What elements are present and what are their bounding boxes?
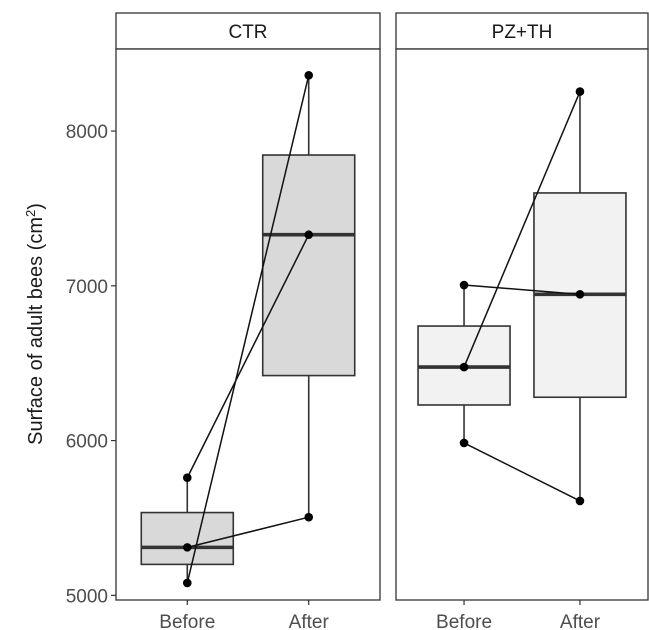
y-axis-title-close: )	[25, 203, 47, 210]
facet-strip	[115, 12, 381, 50]
point-before	[459, 362, 469, 372]
point-after	[575, 496, 585, 506]
paired-observation	[459, 87, 585, 372]
paired-observation	[459, 280, 585, 299]
facet-strip-label: PZ+TH	[492, 22, 553, 43]
point-before	[182, 578, 192, 588]
facet-strip	[395, 12, 649, 50]
pair-line	[186, 234, 310, 479]
y-axis-title: Surface of adult bees (cm2)	[23, 203, 48, 445]
x-tick-label: Before	[436, 612, 492, 630]
x-tick-label: After	[289, 612, 330, 630]
point-before	[459, 280, 469, 290]
point-before	[459, 438, 469, 448]
point-after	[304, 71, 314, 80]
y-tick-label: 6000	[66, 432, 108, 453]
point-after	[304, 230, 314, 240]
x-tick-label: Before	[159, 612, 215, 630]
paired-observation	[459, 438, 585, 506]
point-before	[182, 473, 192, 483]
pair-line	[463, 91, 581, 368]
panels-layer: CTR Before After PZ+TH Before After	[115, 12, 649, 630]
box-after	[533, 91, 627, 501]
y-axis-title-main: Surface of adult bees (cm	[25, 217, 47, 445]
facet-strip-label: CTR	[228, 22, 267, 43]
pair-line	[463, 442, 581, 502]
y-axis-title-superscript: 2	[23, 210, 38, 217]
box-body	[140, 511, 235, 566]
point-after	[575, 290, 585, 299]
box-before	[140, 477, 235, 583]
y-tick-label: 7000	[66, 277, 108, 298]
point-after	[304, 512, 314, 522]
x-tick-label: After	[560, 612, 601, 630]
pair-line	[463, 284, 581, 296]
y-tick-label: 5000	[66, 586, 108, 607]
point-after	[575, 87, 585, 96]
panel-pz-th: PZ+TH Before After	[395, 12, 649, 630]
pair-line	[187, 516, 309, 549]
panel-ctr: CTR Before After	[115, 12, 381, 630]
box-body	[261, 154, 356, 377]
y-tick-label: 8000	[66, 122, 108, 143]
paired-observation	[182, 71, 314, 588]
y-axis: 5000 6000 7000 8000	[66, 122, 116, 607]
point-before	[182, 543, 192, 552]
pair-line	[186, 75, 310, 584]
paired-observation	[182, 512, 314, 552]
paired-observation	[182, 230, 314, 483]
